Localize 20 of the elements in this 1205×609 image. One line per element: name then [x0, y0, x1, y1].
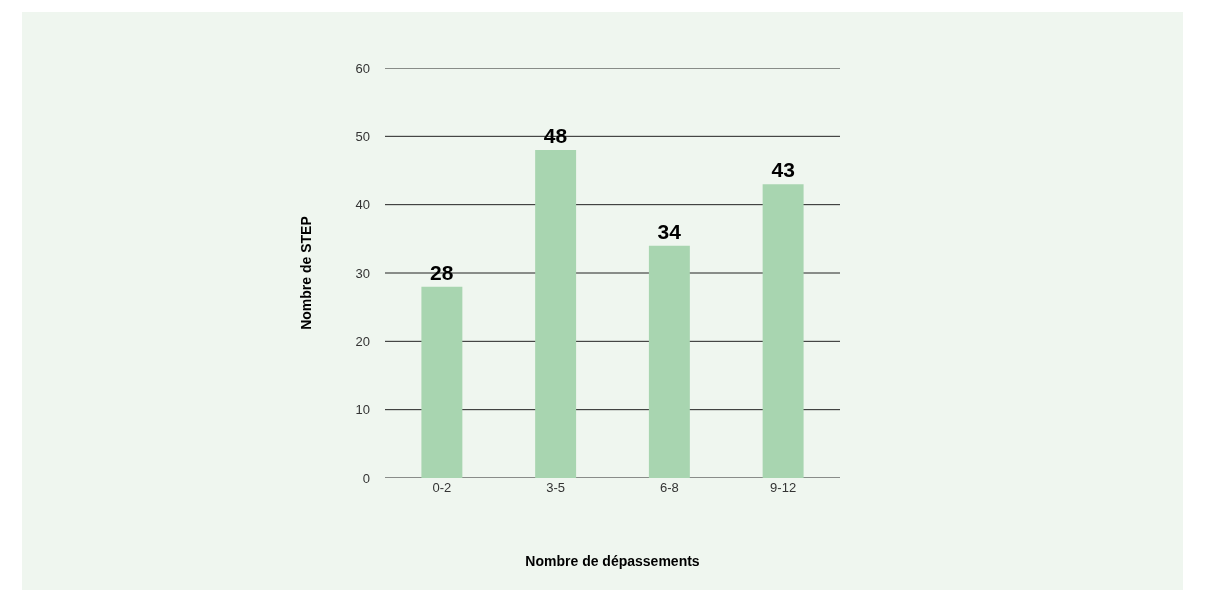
x-tick-label: 3-5: [546, 480, 566, 495]
y-axis-title: Nombre de STEP: [298, 216, 315, 330]
bar: [421, 286, 463, 478]
data-label: 34: [657, 219, 682, 243]
x-axis-title: Nombre de dépassements: [525, 553, 700, 570]
data-label: 28: [430, 260, 454, 284]
y-tick-label: 20: [355, 333, 370, 349]
y-tick-label: 30: [355, 265, 370, 281]
x-tick-label: 6-8: [659, 480, 679, 495]
x-tick-label: 9-12: [770, 480, 797, 495]
bar: [648, 245, 690, 478]
y-tick-label: 0: [362, 470, 370, 486]
y-tick-label: 10: [355, 402, 370, 418]
bar: [762, 184, 804, 478]
x-tick-label: 0-2: [432, 480, 452, 495]
y-tick-label: 50: [355, 128, 370, 144]
y-tick-label: 40: [355, 197, 370, 213]
y-tick-label: 60: [355, 60, 370, 76]
bar: [535, 150, 577, 478]
data-label: 43: [771, 158, 795, 182]
